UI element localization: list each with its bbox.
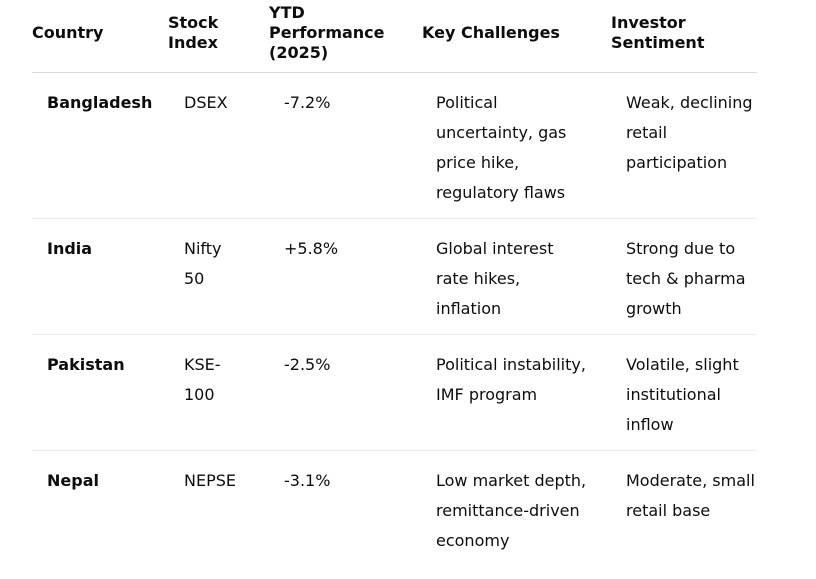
cell-challenges: Political uncertainty, gas price hike, r… (436, 93, 567, 202)
cell-index: DSEX (184, 93, 228, 112)
cell-country: Bangladesh (47, 93, 153, 112)
cell-ytd: -2.5% (284, 355, 331, 374)
cell-ytd: +5.8% (284, 239, 339, 258)
cell-ytd: -3.1% (284, 471, 331, 490)
table-row: Bangladesh DSEX -7.2% Political uncertai… (32, 73, 757, 219)
header-ytd-performance: YTD Performance (2025) (269, 3, 385, 62)
header-stock-index: Stock Index (168, 13, 219, 52)
cell-index: KSE-100 (184, 355, 221, 404)
cell-index: Nifty 50 (184, 239, 222, 288)
cell-challenges: Political instability, IMF program (436, 355, 586, 404)
cell-country: Nepal (47, 471, 99, 490)
cell-ytd: -7.2% (284, 93, 331, 112)
cell-sentiment: Moderate, small retail base (626, 471, 755, 520)
market-table: Country Stock Index YTD Performance (202… (32, 0, 757, 566)
cell-index: NEPSE (184, 471, 236, 490)
table-row: Nepal NEPSE -3.1% Low market depth, remi… (32, 451, 757, 566)
cell-country: India (47, 239, 93, 258)
cell-challenges: Global interest rate hikes, inflation (436, 239, 554, 318)
header-country: Country (32, 23, 104, 42)
cell-sentiment: Strong due to tech & pharma growth (626, 239, 746, 318)
table-header: Country Stock Index YTD Performance (202… (32, 0, 757, 73)
header-investor-sentiment: Investor Sentiment (611, 13, 705, 52)
cell-sentiment: Weak, declining retail participation (626, 93, 753, 172)
header-key-challenges: Key Challenges (422, 23, 560, 42)
table-row: India Nifty 50 +5.8% Global interest rat… (32, 219, 757, 335)
cell-sentiment: Volatile, slight institutional inflow (626, 355, 739, 434)
table-row: Pakistan KSE-100 -2.5% Political instabi… (32, 335, 757, 451)
cell-country: Pakistan (47, 355, 125, 374)
cell-challenges: Low market depth, remittance-driven econ… (436, 471, 587, 550)
